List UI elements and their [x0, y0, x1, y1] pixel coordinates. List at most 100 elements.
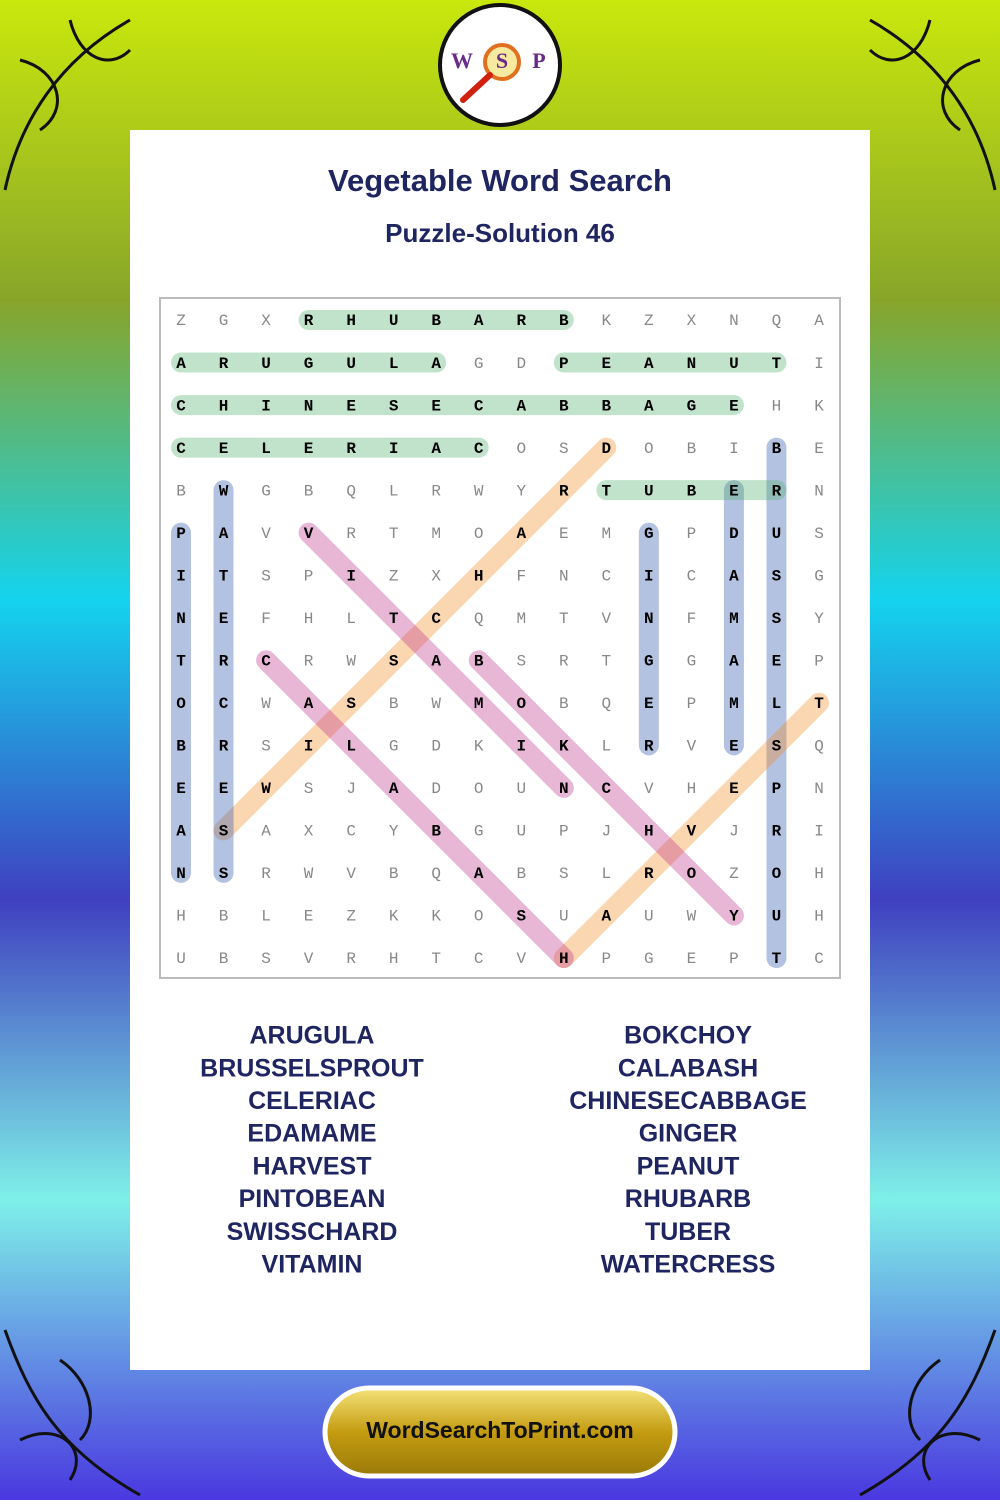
grid-letter: A [644, 355, 654, 373]
word-list-item: WATERCRESS [601, 1251, 776, 1279]
grid-letter: O [474, 780, 484, 798]
grid-letter: M [431, 525, 441, 543]
grid-letter: B [772, 440, 782, 458]
grid-letter: R [346, 525, 356, 543]
grid-letter: G [304, 355, 314, 373]
grid-letter: H [687, 780, 697, 798]
grid-letter: E [219, 440, 229, 458]
grid-letter: U [389, 312, 399, 330]
grid-letter: Z [644, 312, 654, 330]
grid-letter: F [687, 610, 697, 628]
grid-letter: X [261, 312, 271, 330]
grid-letter: T [389, 610, 399, 628]
grid-letter: M [729, 610, 739, 628]
footer-link[interactable]: WordSearchToPrint.com [366, 1417, 634, 1443]
grid-letter: V [304, 950, 314, 968]
grid-letter: I [814, 823, 824, 841]
word-list-item: GINGER [639, 1120, 738, 1148]
grid-letter: E [559, 525, 569, 543]
grid-letter: R [644, 738, 654, 756]
grid-letter: E [729, 482, 739, 500]
grid-letter: A [261, 823, 271, 841]
grid-letter: V [602, 610, 612, 628]
grid-letter: J [729, 823, 739, 841]
grid-letter: C [474, 950, 484, 968]
grid-letter: R [346, 950, 356, 968]
grid-letter: L [389, 355, 399, 373]
subtitle: Puzzle-Solution 46 [385, 218, 615, 248]
grid-letter: N [644, 610, 654, 628]
grid-letter: S [304, 780, 314, 798]
grid-letter: Q [474, 610, 484, 628]
grid-letter: R [559, 652, 569, 670]
grid-letter: V [687, 823, 697, 841]
grid-letter: T [602, 652, 612, 670]
grid-letter: B [219, 908, 229, 926]
grid-letter: B [602, 397, 612, 415]
grid-letter: S [261, 567, 271, 585]
grid-letter: A [602, 908, 612, 926]
highlight [256, 650, 574, 968]
grid-letter: B [304, 482, 314, 500]
grid-letter: R [516, 312, 526, 330]
grid-letter: B [559, 695, 569, 713]
grid-letter: G [644, 525, 654, 543]
grid-letter: S [559, 440, 569, 458]
grid-letter: K [431, 908, 441, 926]
word-list-item: ARUGULA [250, 1022, 375, 1050]
grid-letter: C [346, 823, 356, 841]
grid-letter: A [304, 695, 314, 713]
grid-letter: H [559, 950, 569, 968]
grid-letter: T [431, 950, 441, 968]
grid-letter: A [516, 397, 526, 415]
grid-letter: O [516, 695, 526, 713]
grid-letter: G [687, 652, 697, 670]
grid-letter: P [772, 780, 782, 798]
grid-letter: R [431, 482, 441, 500]
grid-letter: R [304, 312, 314, 330]
grid-letter: N [559, 567, 569, 585]
grid-letter: U [644, 482, 654, 500]
grid-letter: S [219, 823, 229, 841]
footer-button[interactable] [322, 1385, 678, 1479]
grid-letter: X [304, 823, 314, 841]
grid-letter: U [176, 950, 186, 968]
grid-letter: N [176, 610, 186, 628]
grid-letter: E [176, 780, 186, 798]
grid-letter: I [261, 397, 271, 415]
grid-letter: L [261, 440, 271, 458]
grid-letter: P [687, 695, 697, 713]
grid-letter: K [559, 738, 569, 756]
grid-letter: R [219, 652, 229, 670]
grid-letter: B [559, 397, 569, 415]
grid-letter: I [346, 567, 356, 585]
grid-letter: T [176, 652, 186, 670]
grid-letter: C [474, 397, 484, 415]
grid-letter: B [176, 738, 186, 756]
grid-letter: W [304, 865, 314, 883]
grid-letter: Q [814, 738, 824, 756]
grid-letter: P [729, 950, 739, 968]
grid-letter: T [772, 355, 782, 373]
grid-letter: E [219, 780, 229, 798]
word-list-item: BRUSSELSPROUT [200, 1054, 424, 1082]
grid-letter: N [176, 865, 186, 883]
grid-letter: W [431, 695, 441, 713]
grid-letter: H [389, 950, 399, 968]
grid-letter: U [516, 823, 526, 841]
grid-letter: K [814, 397, 824, 415]
grid-letter: Y [516, 482, 526, 500]
grid-letter: L [346, 738, 356, 756]
grid-letter: A [431, 652, 441, 670]
grid-letter: O [644, 440, 654, 458]
grid-letter: G [474, 823, 484, 841]
grid-letter: C [431, 610, 441, 628]
grid-letter: J [346, 780, 356, 798]
grid-letter: A [516, 525, 526, 543]
grid-letter: D [431, 738, 441, 756]
grid-letter: K [474, 738, 484, 756]
grid-letter: W [346, 652, 356, 670]
grid-letter: Y [389, 823, 399, 841]
grid-letter: S [389, 397, 399, 415]
grid-letter: Z [176, 312, 186, 330]
